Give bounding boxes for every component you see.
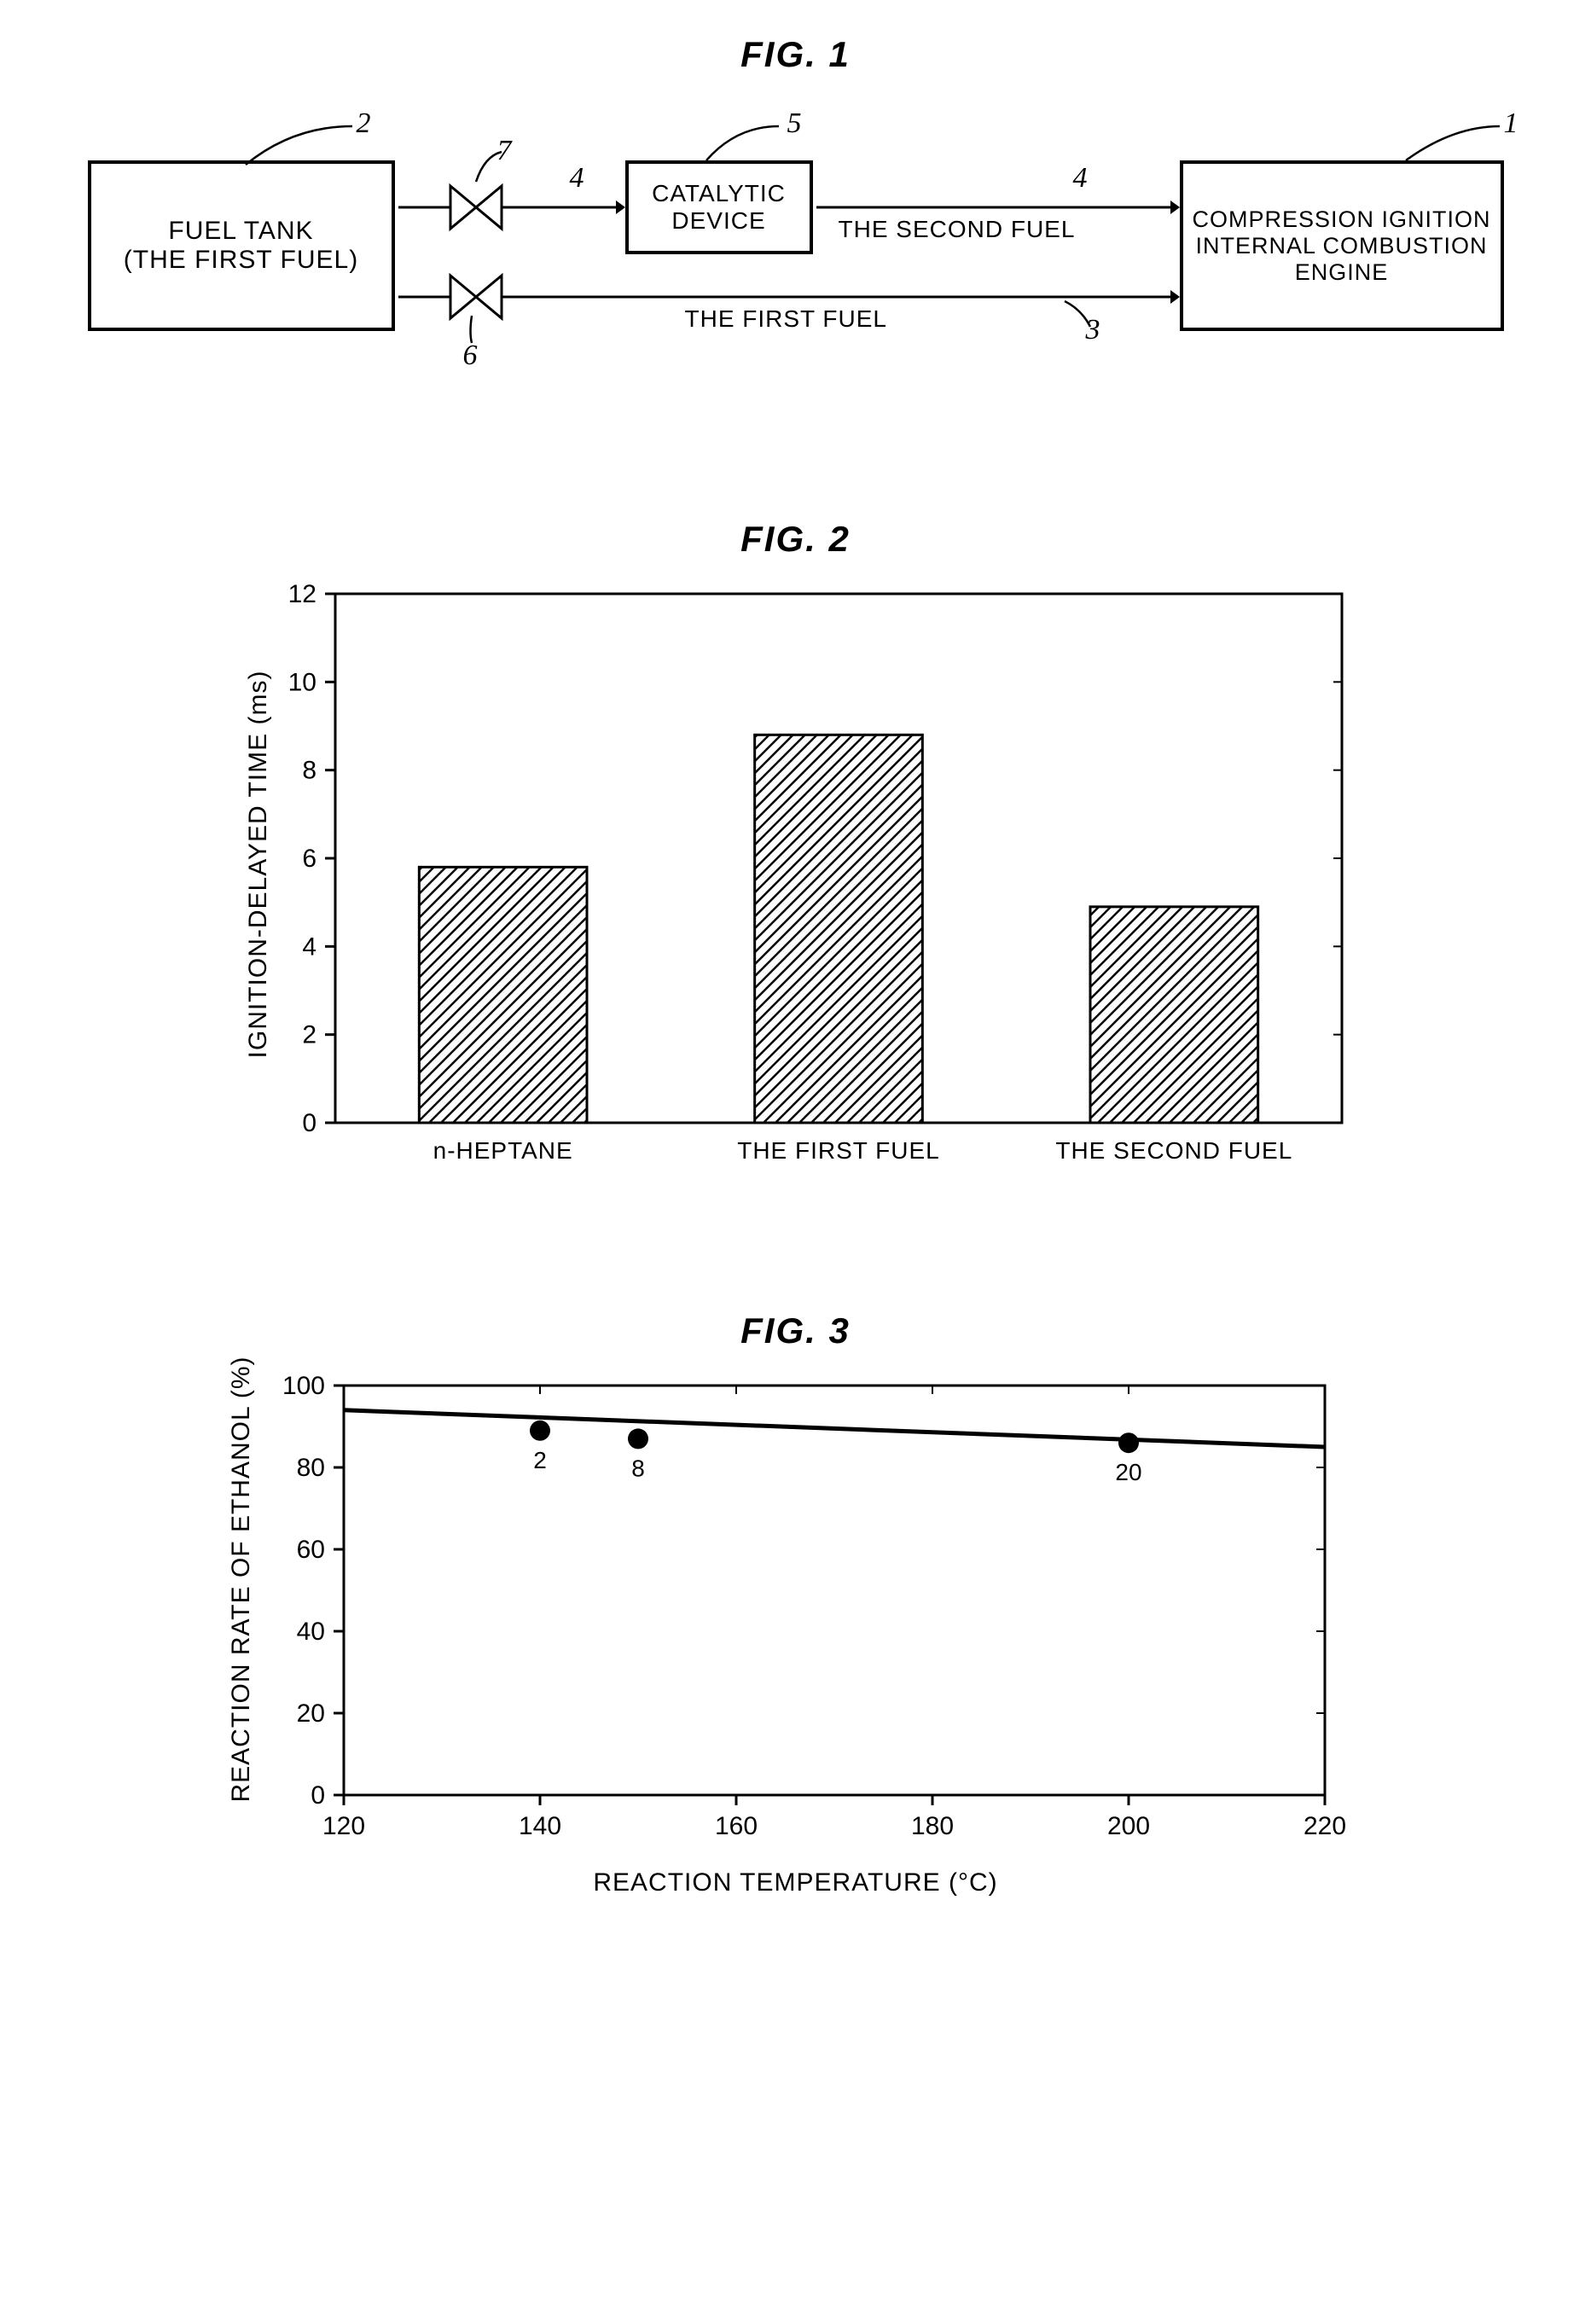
ref-4a: 4 xyxy=(570,162,584,195)
catalytic-label-2: DEVICE xyxy=(671,207,765,235)
ref-leader-5 xyxy=(702,118,787,169)
figure-2: FIG. 2 IGNITION-DELAYED TIME (ms) 0 2 4 6 8 1… xyxy=(34,519,1557,1208)
second-fuel-label: THE SECOND FUEL xyxy=(839,216,1076,243)
fuel-tank-label-2: (THE FIRST FUEL) xyxy=(124,246,358,275)
figure-1: FIG. 1 FUEL TANK (THE FIRST FUEL) 2 CATA… xyxy=(34,34,1557,416)
catalytic-label-1: CATALYTIC xyxy=(652,180,786,207)
data-point xyxy=(628,1428,648,1449)
svg-text:THE SECOND FUEL: THE SECOND FUEL xyxy=(1055,1137,1292,1164)
bar xyxy=(754,735,922,1123)
data-point xyxy=(1118,1432,1139,1453)
svg-text:0: 0 xyxy=(302,1109,316,1137)
fig3-svg: 0 20 40 60 80 100 120 140 160 180 200 220 2 8 20 xyxy=(199,1368,1393,1897)
svg-text:THE FIRST FUEL: THE FIRST FUEL xyxy=(737,1137,940,1164)
engine-label-2: INTERNAL COMBUSTION xyxy=(1195,233,1487,259)
ref-leader-6 xyxy=(463,316,480,346)
bar xyxy=(419,867,587,1123)
ref-leader-7 xyxy=(472,148,506,186)
svg-text:40: 40 xyxy=(296,1618,324,1646)
figure-3: FIG. 3 REACTION RATE OF ETHANOL (%) 0 20 4… xyxy=(34,1310,1557,1897)
fig2-chart: IGNITION-DELAYED TIME (ms) 0 2 4 6 8 10 12 n-HE… xyxy=(199,577,1393,1208)
ref-4b: 4 xyxy=(1073,162,1088,195)
svg-text:160: 160 xyxy=(714,1812,757,1840)
svg-text:20: 20 xyxy=(1115,1459,1141,1485)
ref-leader-3 xyxy=(1060,297,1095,331)
valve-6-icon xyxy=(446,271,506,322)
fig3-xlabel: REACTION TEMPERATURE (°C) xyxy=(199,1868,1393,1897)
fig1-title: FIG. 1 xyxy=(34,34,1557,75)
fig3-ylabel: REACTION RATE OF ETHANOL (%) xyxy=(227,1340,256,1818)
svg-text:180: 180 xyxy=(910,1812,953,1840)
svg-text:2: 2 xyxy=(302,1021,316,1049)
svg-text:140: 140 xyxy=(518,1812,560,1840)
svg-text:220: 220 xyxy=(1303,1812,1345,1840)
bar xyxy=(1090,907,1258,1123)
fuel-tank-label-1: FUEL TANK xyxy=(168,217,313,246)
svg-text:8: 8 xyxy=(631,1455,645,1481)
svg-text:60: 60 xyxy=(296,1536,324,1564)
svg-text:4: 4 xyxy=(302,933,316,961)
engine-label-1: COMPRESSION IGNITION xyxy=(1192,206,1490,233)
svg-text:6: 6 xyxy=(302,845,316,873)
data-point xyxy=(530,1421,550,1441)
fig2-title: FIG. 2 xyxy=(34,519,1557,560)
svg-text:120: 120 xyxy=(322,1812,364,1840)
fig1-flowchart: FUEL TANK (THE FIRST FUEL) 2 CATALYTIC D… xyxy=(71,92,1521,416)
svg-text:10: 10 xyxy=(287,668,316,696)
engine-box: COMPRESSION IGNITION INTERNAL COMBUSTION… xyxy=(1180,160,1504,331)
ref-leader-2 xyxy=(241,118,361,169)
svg-text:2: 2 xyxy=(533,1447,547,1473)
ref-leader-1 xyxy=(1402,118,1504,169)
catalytic-box: CATALYTIC DEVICE xyxy=(625,160,813,254)
ref-1: 1 xyxy=(1504,107,1518,140)
fig2-ylabel: IGNITION-DELAYED TIME (ms) xyxy=(244,651,273,1078)
first-fuel-label: THE FIRST FUEL xyxy=(685,305,888,333)
ref-5: 5 xyxy=(787,107,802,140)
svg-text:8: 8 xyxy=(302,757,316,785)
line-tank-to-catalytic xyxy=(398,190,625,224)
valve-7-icon xyxy=(446,182,506,233)
ref-2: 2 xyxy=(357,107,371,140)
fig3-title: FIG. 3 xyxy=(34,1310,1557,1351)
svg-text:200: 200 xyxy=(1106,1812,1149,1840)
fig2-svg: 0 2 4 6 8 10 12 n-HEPTANE THE FIRST FUEL THE SECO… xyxy=(199,577,1393,1208)
svg-text:100: 100 xyxy=(282,1372,324,1400)
fig3-chart: REACTION RATE OF ETHANOL (%) 02040608010… xyxy=(199,1368,1393,1897)
fuel-tank-box: FUEL TANK (THE FIRST FUEL) xyxy=(88,160,395,331)
svg-text:20: 20 xyxy=(296,1699,324,1728)
engine-label-3: ENGINE xyxy=(1295,259,1389,286)
svg-text:n-HEPTANE: n-HEPTANE xyxy=(433,1137,572,1164)
svg-text:12: 12 xyxy=(287,580,316,608)
svg-text:80: 80 xyxy=(296,1454,324,1482)
svg-text:0: 0 xyxy=(311,1781,325,1810)
